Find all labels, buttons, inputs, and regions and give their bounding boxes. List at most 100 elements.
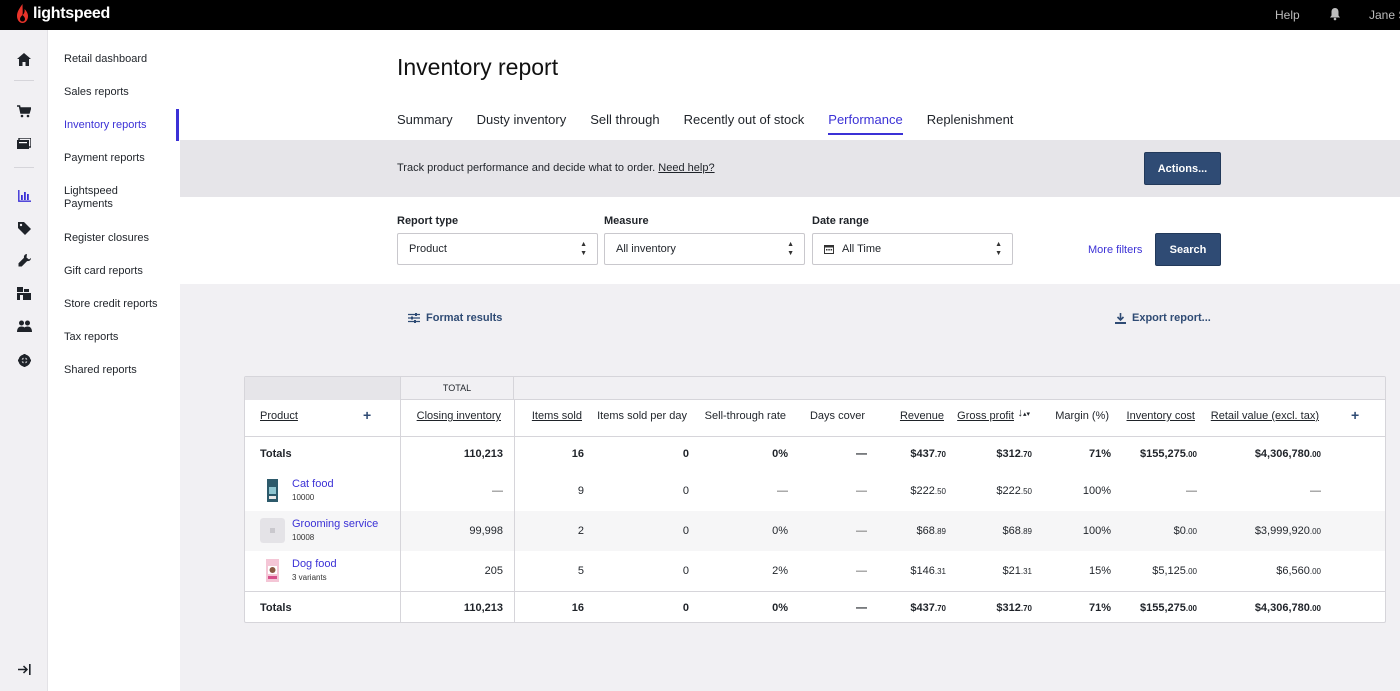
performance-table: TOTAL Product + Closing inventory Items … (244, 376, 1386, 623)
help-link[interactable]: Help (1275, 8, 1300, 22)
header-divider (245, 436, 1385, 437)
cat-food-thumbnail (267, 479, 278, 502)
cell-sell-through: — (777, 485, 788, 497)
bell-icon[interactable] (1328, 7, 1342, 21)
search-button[interactable]: Search (1155, 233, 1221, 266)
product-link-grooming-service[interactable]: Grooming service (292, 518, 379, 530)
export-report-button[interactable]: Export report... (1115, 312, 1211, 324)
cell-closing-inventory: 205 (484, 565, 503, 577)
col-closing-inventory[interactable]: Closing inventory (416, 410, 501, 422)
submenu-lightspeed-payments[interactable]: Lightspeed Payments (64, 185, 118, 210)
cell-items-per-day: 0 (682, 525, 689, 537)
col-gross-profit[interactable]: Gross profit (957, 410, 1014, 422)
totals-label: Totals (260, 602, 292, 614)
select-arrows-icon: ▲ ▼ (787, 241, 794, 257)
totals-items-per-day: 0 (682, 448, 689, 460)
totals-margin: 71% (1088, 602, 1111, 614)
totals-revenue-int: $437 (910, 448, 935, 460)
submenu-sales-reports[interactable]: Sales reports (64, 86, 129, 98)
sort-descending-icon[interactable]: ↓▴▾ (1017, 407, 1030, 419)
cell-days-cover: — (856, 525, 867, 537)
page-header: Inventory report Summary Dusty inventory… (180, 30, 1400, 140)
totals-revenue: $437.70 (910, 602, 946, 614)
cell-revenue-int: $222 (910, 485, 935, 497)
format-results-button[interactable]: Format results (408, 312, 502, 324)
select-arrows-icon: ▲ ▼ (580, 241, 587, 257)
cell-retail-value-int: $6,560 (1276, 565, 1310, 577)
tab-performance[interactable]: Performance (828, 112, 903, 135)
submenu-inventory-reports[interactable]: Inventory reports (64, 119, 147, 131)
cell-sell-through: 2% (772, 565, 788, 577)
totals-retail-value: $4,306,780.00 (1255, 602, 1321, 614)
col-days-cover: Days cover (809, 410, 865, 422)
submenu-gift-card-reports[interactable]: Gift card reports (64, 265, 143, 277)
cell-gross-profit: $21.31 (1003, 565, 1032, 577)
submenu-store-credit-reports[interactable]: Store credit reports (64, 298, 158, 310)
totals-sell-through: 0% (772, 602, 788, 614)
tab-dusty-inventory[interactable]: Dusty inventory (476, 112, 567, 127)
wrench-icon[interactable] (15, 251, 33, 269)
brand-name: lightspeed (33, 5, 111, 22)
report-type-select[interactable]: Product ▲ ▼ (397, 233, 598, 265)
tab-recently-out-of-stock[interactable]: Recently out of stock (683, 112, 805, 127)
col-revenue[interactable]: Revenue (899, 410, 944, 422)
date-range-select[interactable]: All Time ▲ ▼ (812, 233, 1013, 265)
col-sell-through-rate: Sell-through rate (704, 410, 786, 422)
submenu-retail-dashboard[interactable]: Retail dashboard (64, 53, 148, 65)
user-menu[interactable]: Jane S (1369, 8, 1400, 22)
warehouse-icon[interactable] (15, 284, 33, 302)
settings-gear-icon[interactable] (15, 351, 33, 369)
placeholder-image-icon (260, 518, 285, 543)
totals-inventory-cost: $155,275.00 (1140, 448, 1197, 460)
cell-items-sold: 5 (577, 565, 584, 577)
tag-icon[interactable] (15, 219, 33, 237)
need-help-link[interactable]: Need help? (658, 162, 715, 174)
collapse-sidebar-icon[interactable] (15, 660, 33, 678)
report-tabs: Summary Dusty inventory Sell through Rec… (397, 112, 1037, 135)
report-type-value: Product (409, 243, 447, 255)
group-header-product (245, 377, 400, 400)
table-row: Dog food 3 variants 205 5 0 2% — $146.31… (245, 551, 1385, 591)
totals-closing-inventory: 110,213 (463, 448, 503, 460)
product-link-dog-food[interactable]: Dog food (292, 558, 337, 570)
brand-logo[interactable]: lightspeed (16, 4, 110, 24)
cart-icon[interactable] (15, 102, 33, 120)
col-items-sold[interactable]: Items sold (531, 410, 582, 422)
tab-sell-through[interactable]: Sell through (590, 112, 660, 127)
measure-value: All inventory (616, 243, 676, 255)
submenu-register-closures[interactable]: Register closures (64, 232, 149, 244)
col-inventory-cost[interactable]: Inventory cost (1126, 410, 1195, 422)
submenu-payment-reports[interactable]: Payment reports (64, 152, 145, 164)
submenu-tax-reports[interactable]: Tax reports (64, 331, 119, 343)
col-product[interactable]: Product (260, 410, 298, 422)
totals-revenue-int: $437 (910, 602, 935, 614)
cell-margin: 100% (1082, 485, 1111, 497)
add-metric-plus-icon[interactable]: + (1351, 407, 1360, 423)
more-filters-link[interactable]: More filters (1088, 244, 1143, 256)
totals-margin: 71% (1088, 448, 1111, 460)
description-band: Track product performance and decide wha… (180, 140, 1400, 197)
register-icon[interactable] (15, 135, 33, 153)
customers-icon[interactable] (15, 317, 33, 335)
measure-select[interactable]: All inventory ▲ ▼ (604, 233, 805, 265)
totals-retail-value-int: $4,306,780 (1254, 448, 1310, 460)
totals-retail-value-dec: .00 (1309, 604, 1321, 613)
submenu-shared-reports[interactable]: Shared reports (64, 364, 137, 376)
actions-button[interactable]: Actions... (1144, 152, 1221, 185)
cell-retail-value-int: $3,999,920 (1254, 525, 1310, 537)
tab-summary[interactable]: Summary (397, 112, 453, 127)
product-link-cat-food[interactable]: Cat food (292, 478, 334, 490)
tab-replenishment[interactable]: Replenishment (926, 112, 1014, 127)
product-variants: 3 variants (292, 573, 327, 582)
totals-gross-profit: $312.70 (996, 602, 1032, 614)
col-retail-value[interactable]: Retail value (excl. tax) (1210, 410, 1319, 422)
totals-items-per-day: 0 (682, 602, 689, 614)
format-results-label: Format results (426, 312, 503, 324)
rail-divider (14, 167, 34, 168)
cell-revenue: $146.31 (910, 565, 946, 577)
date-range-label: Date range (812, 215, 869, 227)
reports-icon[interactable] (15, 187, 33, 205)
add-dimension-plus-icon[interactable]: + (363, 407, 372, 423)
home-icon[interactable] (15, 50, 33, 68)
cell-revenue-dec: .31 (934, 567, 946, 576)
